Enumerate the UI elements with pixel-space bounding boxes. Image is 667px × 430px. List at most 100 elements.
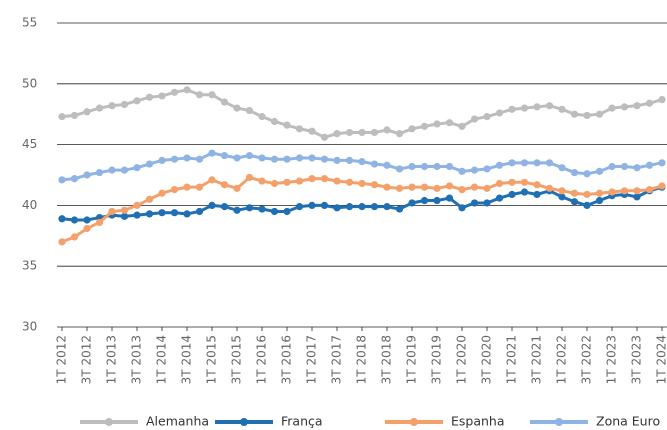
point [445,194,454,202]
point [220,181,229,189]
point [483,113,491,121]
point [558,187,566,195]
point [295,154,304,162]
x-tick-label: 3T 2021 [530,335,544,384]
point [370,128,379,137]
x-tick-label: 1T 2016 [255,335,269,384]
point [408,162,416,171]
point [495,109,504,117]
point [170,209,179,217]
x-tick-label: 1T 2013 [105,335,119,384]
point [495,194,504,202]
x-tick-label: 3T 2015 [230,335,244,384]
legend-label: Zona Euro [596,414,660,429]
point [595,167,604,175]
point [383,203,391,211]
y-tick-label: 55 [22,16,37,30]
point [570,198,579,206]
point [258,113,266,121]
point [508,190,516,199]
y-tick-label: 45 [22,137,37,151]
x-tick-label: 3T 2018 [380,335,394,384]
point [558,164,566,172]
point [458,167,466,175]
point [620,103,629,111]
x-tick-label: 1T 2017 [305,335,319,384]
point [195,91,204,99]
x-tick-label: 1T 2024 [655,335,667,384]
point [470,166,479,174]
point [283,121,291,129]
point [58,176,66,184]
point [120,206,129,214]
point [583,190,591,199]
point [395,165,404,173]
point [158,189,166,197]
point [470,199,479,207]
point [520,188,529,196]
point [58,238,66,246]
point [133,211,141,219]
point [508,159,516,167]
point [58,215,66,223]
point [233,154,241,162]
point [83,216,91,224]
point [633,193,641,201]
point [195,183,204,191]
point [420,162,429,171]
point [83,108,91,116]
point [645,185,654,194]
point [270,155,279,163]
point [545,102,554,110]
x-tick-label: 3T 2017 [330,335,344,384]
point [83,171,91,179]
point [83,224,91,233]
legend-label: Alemanha [146,414,209,429]
point [583,201,591,209]
x-tick-label: 1T 2022 [555,335,569,384]
legend-label: França [281,414,323,429]
point [233,184,241,192]
point [345,156,354,165]
point [208,201,216,209]
point [395,130,404,138]
point [183,210,191,218]
point [220,98,229,106]
point [258,177,266,185]
point [133,201,141,209]
point [120,212,129,220]
legend-marker [410,418,418,426]
point [295,125,304,133]
point [433,196,441,205]
point [170,155,179,163]
point [533,190,541,199]
point [345,203,354,211]
point [133,97,141,105]
point [170,185,179,194]
point [370,160,379,168]
x-tick-label: 1T 2021 [505,335,519,384]
point [608,188,616,196]
point [320,133,329,141]
x-tick-label: 3T 2022 [580,335,594,384]
point [645,99,654,107]
point [608,104,616,112]
legend-marker [240,418,248,426]
x-tick-label: 1T 2015 [205,335,219,384]
y-tick-label: 30 [22,320,37,334]
point [220,151,229,160]
point [295,177,304,185]
point [383,126,391,134]
point [483,199,491,207]
point [633,187,641,195]
point [308,201,316,209]
point [308,175,316,183]
point [208,176,216,184]
point [558,193,566,201]
point [183,183,191,191]
point [370,203,379,211]
point [183,86,191,94]
point [433,184,441,192]
point [108,166,116,174]
